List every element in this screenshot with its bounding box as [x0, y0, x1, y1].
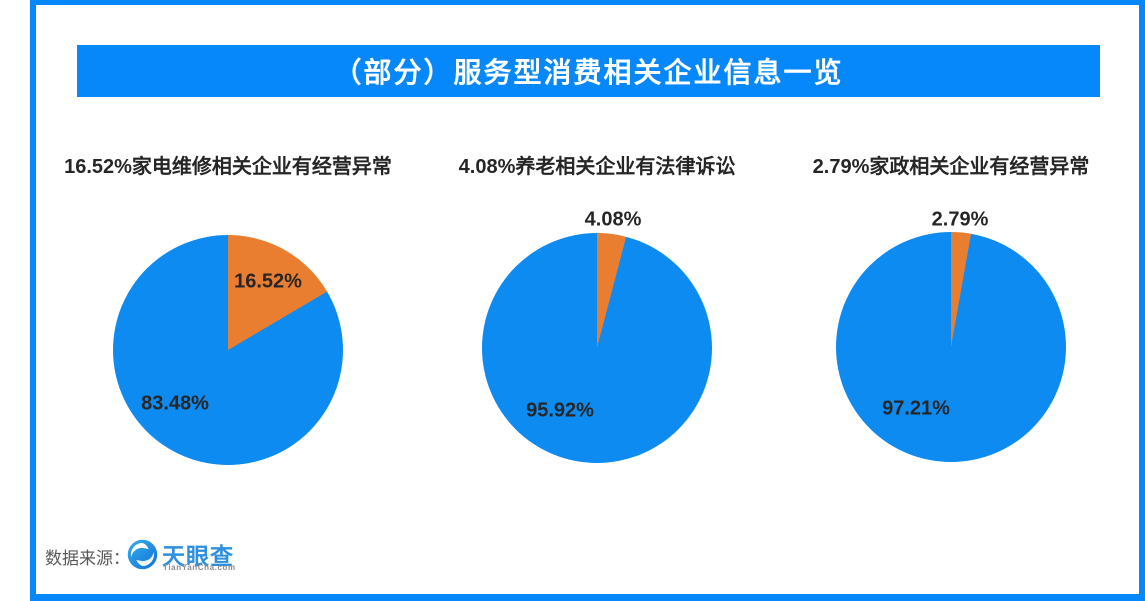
pie-chart-elderly-care [482, 233, 712, 463]
chart-title-housekeeping: 2.79%家政相关企业有经营异常 [812, 156, 1090, 178]
tianyancha-logo: 天眼查 TianYanCha.com [127, 537, 267, 573]
pie-slice-label: 4.08% [584, 208, 642, 231]
tianyancha-swirl-icon [127, 539, 158, 570]
pie-slice-label: 16.52% [234, 270, 302, 293]
chart-title-appliance-repair: 16.52%家电维修相关企业有经营异常 [64, 156, 392, 178]
pie-slice-label: 97.21% [882, 397, 950, 420]
data-source-label: 数据来源： [45, 549, 130, 568]
pie-chart-appliance-repair [113, 235, 343, 465]
pie-slice-label: 95.92% [526, 399, 594, 422]
page-title: （部分）服务型消费相关企业信息一览 [333, 57, 844, 88]
pie-slice-label: 2.79% [931, 208, 989, 231]
title-banner: （部分）服务型消费相关企业信息一览 [77, 45, 1100, 97]
pie-chart-housekeeping [836, 232, 1066, 462]
brand-domain: TianYanCha.com [163, 563, 236, 572]
pie-slice-label: 83.48% [141, 392, 209, 415]
chart-title-elderly-care: 4.08%养老相关企业有法律诉讼 [458, 156, 736, 178]
brand-name: 天眼查 [162, 543, 234, 569]
